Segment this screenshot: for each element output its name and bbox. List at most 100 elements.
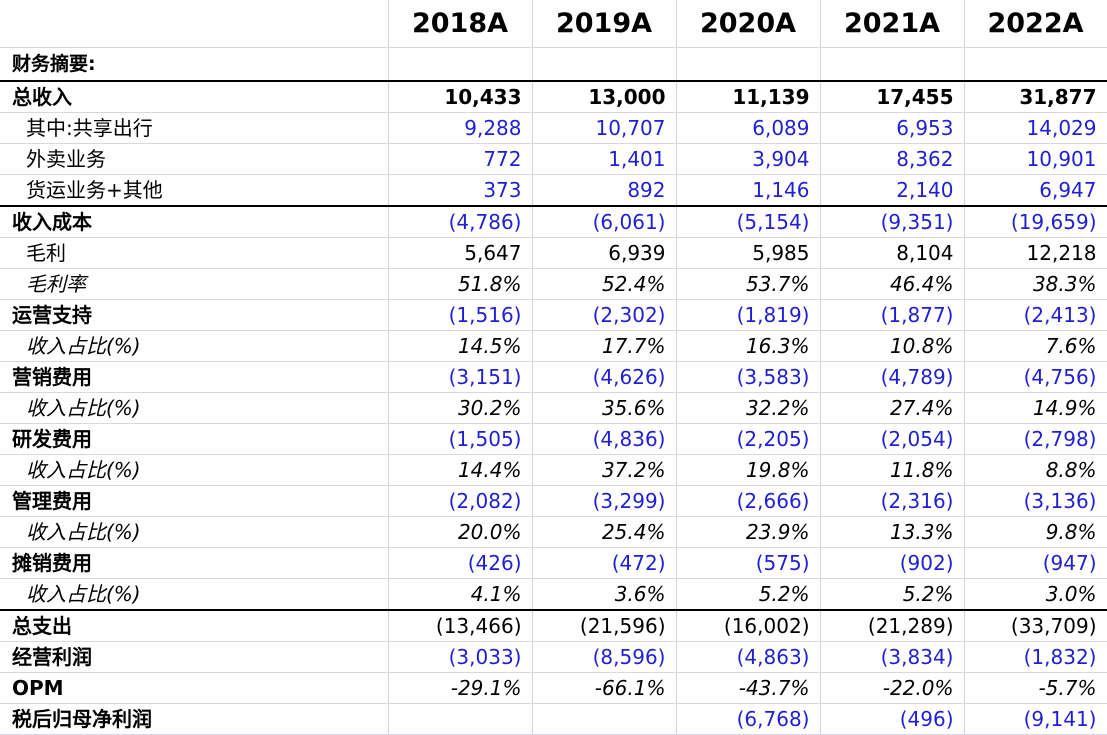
value-cell[interactable]: (13,466) <box>388 610 533 642</box>
value-cell[interactable]: (6,768) <box>676 703 821 735</box>
value-cell[interactable]: (4,786) <box>388 206 533 238</box>
value-cell[interactable] <box>532 703 677 735</box>
row-label[interactable]: 摊销费用 <box>0 547 389 579</box>
row-label[interactable]: 收入占比(%) <box>0 578 389 611</box>
value-cell[interactable]: -66.1% <box>532 672 677 704</box>
value-cell[interactable]: 51.8% <box>388 268 533 300</box>
value-cell[interactable]: 8.8% <box>964 454 1107 486</box>
value-cell[interactable]: (1,877) <box>820 299 965 331</box>
value-cell[interactable]: 14.5% <box>388 330 533 362</box>
empty-cell[interactable] <box>676 47 821 82</box>
row-label[interactable]: 管理费用 <box>0 485 389 517</box>
value-cell[interactable]: 4.1% <box>388 578 533 611</box>
empty-cell[interactable] <box>388 47 533 82</box>
row-label[interactable]: 营销费用 <box>0 361 389 393</box>
value-cell[interactable]: (426) <box>388 547 533 579</box>
value-cell[interactable]: (902) <box>820 547 965 579</box>
row-label[interactable]: 收入占比(%) <box>0 454 389 486</box>
value-cell[interactable]: (1,832) <box>964 641 1107 673</box>
row-label[interactable]: 货运业务+其他 <box>0 174 389 207</box>
year-header[interactable]: 2018A <box>388 0 533 48</box>
row-label[interactable]: 收入占比(%) <box>0 516 389 548</box>
value-cell[interactable]: (19,659) <box>964 206 1107 238</box>
value-cell[interactable]: 373 <box>388 174 533 207</box>
empty-cell[interactable] <box>532 47 677 82</box>
row-label[interactable]: 毛利率 <box>0 268 389 300</box>
value-cell[interactable]: 53.7% <box>676 268 821 300</box>
value-cell[interactable]: 8,104 <box>820 237 965 269</box>
value-cell[interactable]: (1,819) <box>676 299 821 331</box>
row-label[interactable]: 运营支持 <box>0 299 389 331</box>
value-cell[interactable]: (496) <box>820 703 965 735</box>
value-cell[interactable]: 35.6% <box>532 392 677 424</box>
value-cell[interactable]: 16.3% <box>676 330 821 362</box>
value-cell[interactable]: 772 <box>388 143 533 175</box>
value-cell[interactable]: (2,054) <box>820 423 965 455</box>
value-cell[interactable]: 1,146 <box>676 174 821 207</box>
empty-cell[interactable] <box>820 47 965 82</box>
value-cell[interactable]: 8,362 <box>820 143 965 175</box>
year-header[interactable]: 2022A <box>964 0 1107 48</box>
row-label[interactable]: OPM <box>0 672 389 704</box>
value-cell[interactable]: 1,401 <box>532 143 677 175</box>
value-cell[interactable]: 12,218 <box>964 237 1107 269</box>
value-cell[interactable]: (9,351) <box>820 206 965 238</box>
value-cell[interactable]: -5.7% <box>964 672 1107 704</box>
value-cell[interactable]: 14.4% <box>388 454 533 486</box>
value-cell[interactable]: (33,709) <box>964 610 1107 642</box>
value-cell[interactable]: 20.0% <box>388 516 533 548</box>
value-cell[interactable]: 5.2% <box>820 578 965 611</box>
value-cell[interactable]: 14,029 <box>964 112 1107 144</box>
value-cell[interactable]: (6,061) <box>532 206 677 238</box>
value-cell[interactable]: (4,756) <box>964 361 1107 393</box>
value-cell[interactable]: (2,666) <box>676 485 821 517</box>
value-cell[interactable]: -29.1% <box>388 672 533 704</box>
value-cell[interactable]: 23.9% <box>676 516 821 548</box>
value-cell[interactable]: (4,626) <box>532 361 677 393</box>
value-cell[interactable]: 31,877 <box>964 81 1107 113</box>
value-cell[interactable]: 17.7% <box>532 330 677 362</box>
value-cell[interactable]: 32.2% <box>676 392 821 424</box>
year-header[interactable]: 2021A <box>820 0 965 48</box>
value-cell[interactable]: 13,000 <box>532 81 677 113</box>
row-label[interactable]: 税后归母净利润 <box>0 703 389 735</box>
value-cell[interactable]: (3,583) <box>676 361 821 393</box>
value-cell[interactable]: 37.2% <box>532 454 677 486</box>
value-cell[interactable]: (4,789) <box>820 361 965 393</box>
row-label[interactable]: 研发费用 <box>0 423 389 455</box>
value-cell[interactable]: (21,596) <box>532 610 677 642</box>
value-cell[interactable]: (3,834) <box>820 641 965 673</box>
value-cell[interactable]: 11,139 <box>676 81 821 113</box>
value-cell[interactable]: 3,904 <box>676 143 821 175</box>
value-cell[interactable]: 14.9% <box>964 392 1107 424</box>
value-cell[interactable]: (21,289) <box>820 610 965 642</box>
value-cell[interactable]: (2,302) <box>532 299 677 331</box>
value-cell[interactable]: (3,299) <box>532 485 677 517</box>
empty-cell[interactable] <box>964 47 1107 82</box>
value-cell[interactable]: (16,002) <box>676 610 821 642</box>
value-cell[interactable]: 2,140 <box>820 174 965 207</box>
row-label[interactable]: 外卖业务 <box>0 143 389 175</box>
value-cell[interactable]: 13.3% <box>820 516 965 548</box>
value-cell[interactable]: 9,288 <box>388 112 533 144</box>
value-cell[interactable]: (2,316) <box>820 485 965 517</box>
value-cell[interactable]: (2,205) <box>676 423 821 455</box>
row-label[interactable]: 总支出 <box>0 610 389 642</box>
value-cell[interactable]: 46.4% <box>820 268 965 300</box>
value-cell[interactable]: 6,947 <box>964 174 1107 207</box>
value-cell[interactable]: (1,505) <box>388 423 533 455</box>
value-cell[interactable]: (8,596) <box>532 641 677 673</box>
value-cell[interactable]: (4,836) <box>532 423 677 455</box>
value-cell[interactable]: 9.8% <box>964 516 1107 548</box>
row-label[interactable]: 经营利润 <box>0 641 389 673</box>
year-header[interactable]: 2020A <box>676 0 821 48</box>
value-cell[interactable]: 10,901 <box>964 143 1107 175</box>
value-cell[interactable]: (575) <box>676 547 821 579</box>
value-cell[interactable]: 5,647 <box>388 237 533 269</box>
value-cell[interactable]: (1,516) <box>388 299 533 331</box>
value-cell[interactable]: 3.0% <box>964 578 1107 611</box>
value-cell[interactable]: (9,141) <box>964 703 1107 735</box>
row-label[interactable]: 毛利 <box>0 237 389 269</box>
value-cell[interactable]: (5,154) <box>676 206 821 238</box>
row-label[interactable]: 收入成本 <box>0 206 389 238</box>
